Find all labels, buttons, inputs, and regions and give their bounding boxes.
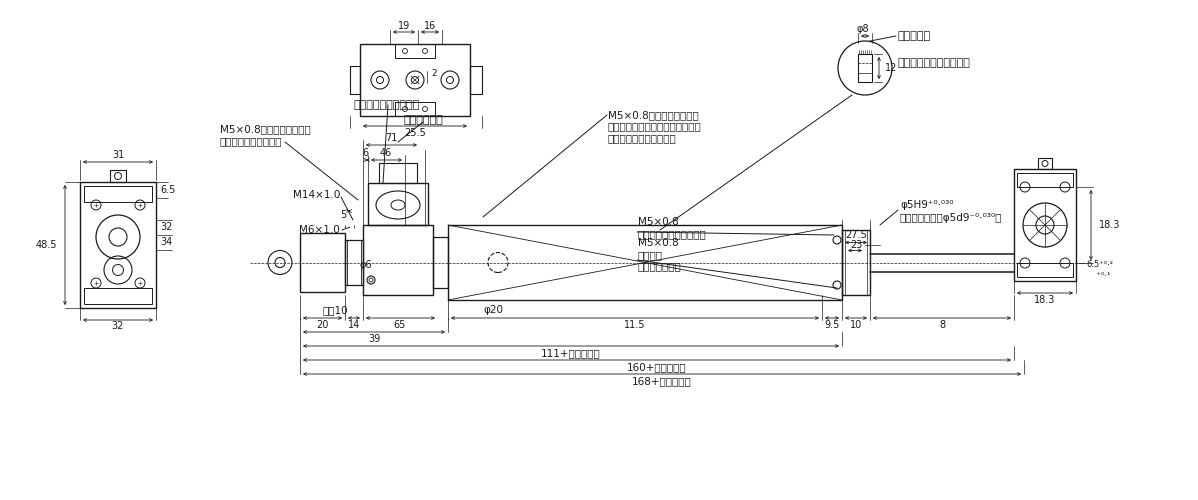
Bar — [345, 240, 363, 285]
Text: M5×0.8
ロッド側シリンダポート: M5×0.8 ロッド側シリンダポート — [639, 217, 707, 239]
Text: 6.5: 6.5 — [161, 185, 175, 195]
Text: 14: 14 — [347, 320, 361, 330]
Text: 20: 20 — [316, 320, 328, 330]
Text: M5×0.8加圧ロックポート
空気圧ロック，およびスプリング
空気圧併用ロックの場合: M5×0.8加圧ロックポート 空気圧ロック，およびスプリング 空気圧併用ロックの… — [609, 110, 702, 143]
Bar — [350, 66, 361, 94]
Bar — [300, 233, 345, 292]
Text: φ5H9⁺⁰⋅⁰³⁰: φ5H9⁺⁰⋅⁰³⁰ — [900, 200, 954, 210]
Text: 39: 39 — [368, 334, 380, 344]
Text: 12: 12 — [885, 63, 897, 73]
Text: 34: 34 — [161, 237, 173, 247]
Text: 8: 8 — [939, 320, 945, 330]
Bar — [432, 237, 448, 288]
Text: ロックナット: ロックナット — [403, 115, 443, 125]
Text: 32: 32 — [161, 222, 173, 232]
Bar — [379, 163, 417, 183]
Text: サイレンサ: サイレンサ — [897, 31, 930, 41]
Bar — [470, 66, 482, 94]
Text: 5: 5 — [340, 210, 346, 220]
Text: M5×0.8ロック開放ポート
加圧状態でロック開放: M5×0.8ロック開放ポート 加圧状態でロック開放 — [220, 124, 310, 146]
Text: M5×0.8
ヘッド側
シリンダポート: M5×0.8 ヘッド側 シリンダポート — [639, 238, 682, 272]
Text: 16: 16 — [424, 21, 436, 31]
Text: φ8: φ8 — [857, 24, 870, 34]
Text: 9.5: 9.5 — [824, 320, 840, 330]
Text: 対辺10: 対辺10 — [322, 305, 347, 315]
Text: 27.5: 27.5 — [845, 230, 867, 240]
Bar — [395, 44, 435, 58]
Text: 168+ストローク: 168+ストローク — [633, 376, 692, 386]
Text: 2: 2 — [431, 70, 436, 78]
Text: 71: 71 — [385, 133, 398, 143]
Text: M14×1.0: M14×1.0 — [292, 190, 340, 200]
Text: 11.5: 11.5 — [624, 320, 646, 330]
Text: M6×1.0: M6×1.0 — [300, 225, 340, 235]
Text: 19: 19 — [398, 21, 410, 31]
Text: 10: 10 — [849, 320, 863, 330]
Bar — [845, 230, 867, 295]
Text: 31: 31 — [111, 150, 125, 160]
Bar — [363, 225, 432, 295]
Text: 手動ロック開放用カム: 手動ロック開放用カム — [353, 100, 419, 110]
Bar — [84, 288, 152, 304]
Text: 46: 46 — [380, 148, 392, 158]
Bar — [361, 44, 470, 116]
Text: 6.5⁺⁰⋅²
    ⁺⁰⋅¹: 6.5⁺⁰⋅² ⁺⁰⋅¹ — [1087, 260, 1113, 280]
Text: 111+ストローク: 111+ストローク — [541, 348, 601, 358]
Text: 6: 6 — [363, 148, 369, 158]
Bar — [842, 230, 870, 295]
Text: 18.3: 18.3 — [1099, 220, 1120, 230]
Text: 65: 65 — [394, 320, 406, 330]
Text: φ6: φ6 — [359, 260, 373, 270]
Bar — [448, 225, 842, 300]
Text: 48.5: 48.5 — [36, 240, 58, 250]
Text: クレビスピン（φ5d9⁻⁰⋅⁰³⁰）: クレビスピン（φ5d9⁻⁰⋅⁰³⁰） — [900, 213, 1003, 223]
Bar — [1017, 173, 1073, 187]
Bar — [395, 102, 435, 116]
Text: 18.3: 18.3 — [1034, 295, 1055, 305]
Bar — [1017, 263, 1073, 277]
Bar — [347, 240, 361, 285]
Text: 25.5: 25.5 — [404, 128, 425, 138]
Text: φ20: φ20 — [483, 305, 503, 315]
Bar — [1037, 158, 1052, 169]
Text: スプリングロックの場合: スプリングロックの場合 — [897, 58, 970, 68]
Bar — [110, 170, 126, 182]
Text: 32: 32 — [111, 321, 125, 331]
Bar — [368, 183, 428, 225]
Bar — [80, 182, 156, 308]
Bar — [858, 54, 872, 82]
Bar — [84, 186, 152, 202]
Text: 23: 23 — [849, 240, 863, 250]
Text: 160+ストローク: 160+ストローク — [628, 362, 686, 372]
Bar — [1014, 169, 1076, 281]
